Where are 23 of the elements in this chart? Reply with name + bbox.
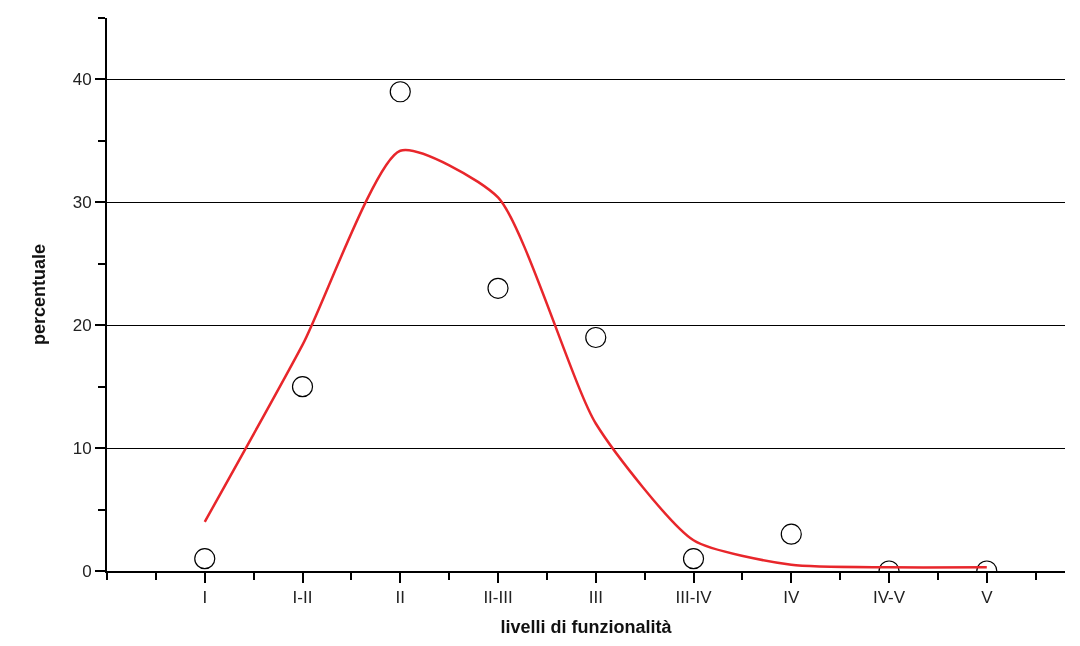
point [194,548,216,570]
point [780,523,802,545]
point [585,326,607,349]
x-tick-label: I [202,588,208,608]
x-tick-label: V [981,588,994,608]
y-axis-title: percentuale [29,243,50,346]
x-axis-title: livelli di funzionalità [500,617,673,637]
x-tick-label: IV-V [872,588,906,608]
point [291,376,314,398]
y-tick-label: 10 [72,439,92,459]
x-tick-label: IV [783,588,800,608]
x-tick-label: II [395,588,405,608]
point [487,277,509,299]
y-tick-label: 40 [72,70,92,90]
x-tick-label: II-III [483,588,513,608]
y-tick-label: 30 [72,193,92,213]
y-tick-label: 20 [72,316,92,336]
x-tick-label: I-II [292,588,313,608]
x-tick-label: III [588,588,603,608]
point [682,548,705,570]
y-tick-label: 0 [82,561,92,581]
x-tick-label: III-IV [675,588,713,608]
point [389,81,411,103]
